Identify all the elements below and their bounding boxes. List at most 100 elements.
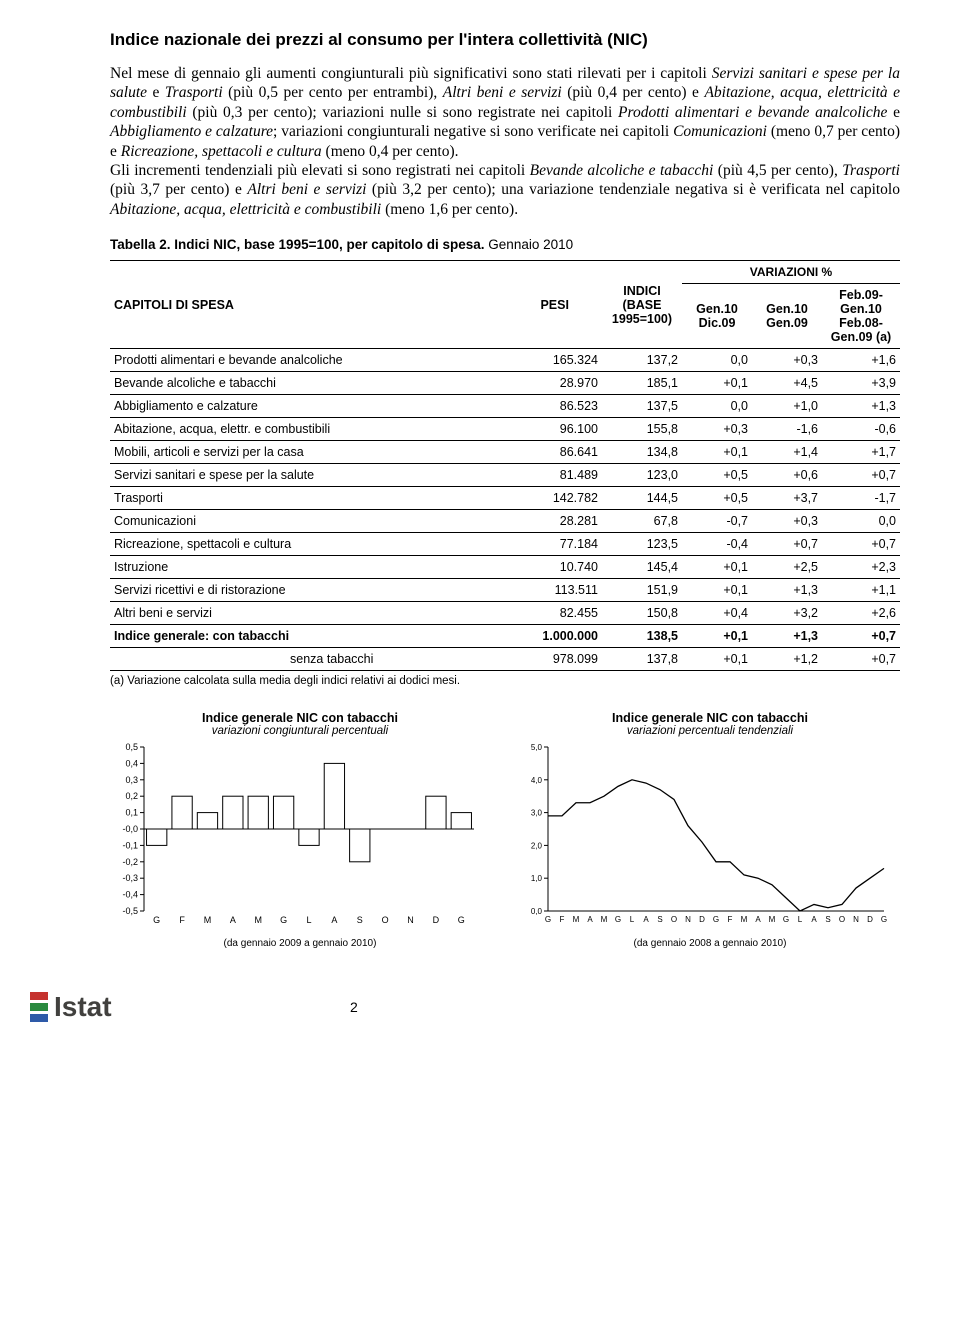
table-row-ind: 123,5 xyxy=(602,533,682,556)
svg-text:-0,5: -0,5 xyxy=(122,906,138,916)
table-row-v2: +1,3 xyxy=(752,579,822,602)
table-row-label: Trasporti xyxy=(110,487,507,510)
table-row-v3: +2,3 xyxy=(822,556,900,579)
table-row-v1: -0,7 xyxy=(682,510,752,533)
logo-bar-green xyxy=(30,1003,48,1011)
table-row-ind: 137,2 xyxy=(602,349,682,372)
table-row-pesi: 1.000.000 xyxy=(507,625,602,648)
table-row-v3: +1,7 xyxy=(822,441,900,464)
table-row-label: Istruzione xyxy=(110,556,507,579)
table-row-pesi: 86.523 xyxy=(507,395,602,418)
svg-text:F: F xyxy=(728,915,733,924)
table-row-v3: -0,6 xyxy=(822,418,900,441)
table-row-pesi: 113.511 xyxy=(507,579,602,602)
table-row-ind: 137,5 xyxy=(602,395,682,418)
table-row-ind: 145,4 xyxy=(602,556,682,579)
table-row-pesi: 28.970 xyxy=(507,372,602,395)
table-row-v1: +0,1 xyxy=(682,648,752,671)
table-row-ind: 137,8 xyxy=(602,648,682,671)
svg-text:O: O xyxy=(382,915,389,925)
chart1-title: Indice generale NIC con tabacchi xyxy=(110,711,490,725)
svg-text:A: A xyxy=(230,915,236,925)
svg-text:0,1: 0,1 xyxy=(125,808,138,818)
svg-text:G: G xyxy=(545,915,551,924)
table-row-ind: 134,8 xyxy=(602,441,682,464)
svg-text:M: M xyxy=(741,915,748,924)
svg-text:D: D xyxy=(867,915,873,924)
table-row-v1: +0,5 xyxy=(682,487,752,510)
chart2-svg: 0,01,02,03,04,05,0GFMAMGLASONDGFMAMGLASO… xyxy=(520,741,890,931)
table-row-label: senza tabacchi xyxy=(110,648,507,671)
svg-text:0,2: 0,2 xyxy=(125,791,138,801)
table-row-label: Comunicazioni xyxy=(110,510,507,533)
data-table: CAPITOLI DI SPESA PESI INDICI (BASE 1995… xyxy=(110,260,900,671)
table-row-label: Altri beni e servizi xyxy=(110,602,507,625)
table-row-ind: 155,8 xyxy=(602,418,682,441)
table-row-pesi: 165.324 xyxy=(507,349,602,372)
svg-text:A: A xyxy=(755,915,761,924)
table-row-pesi: 82.455 xyxy=(507,602,602,625)
table-row-v3: +0,7 xyxy=(822,648,900,671)
table-row-v2: +3,2 xyxy=(752,602,822,625)
table-row-pesi: 10.740 xyxy=(507,556,602,579)
table-row-ind: 144,5 xyxy=(602,487,682,510)
svg-text:0,3: 0,3 xyxy=(125,775,138,785)
table-row-v2: +4,5 xyxy=(752,372,822,395)
table-row-v2: +0,7 xyxy=(752,533,822,556)
table-row-pesi: 77.184 xyxy=(507,533,602,556)
body-paragraph: Nel mese di gennaio gli aumenti congiunt… xyxy=(110,64,900,219)
table-caption-bold: Tabella 2. Indici NIC, base 1995=100, pe… xyxy=(110,237,485,252)
svg-text:M: M xyxy=(254,915,262,925)
svg-text:A: A xyxy=(643,915,649,924)
table-row-ind: 138,5 xyxy=(602,625,682,648)
table-row-v1: 0,0 xyxy=(682,395,752,418)
svg-text:M: M xyxy=(573,915,580,924)
table-row-v3: +3,9 xyxy=(822,372,900,395)
svg-text:G: G xyxy=(783,915,789,924)
svg-text:D: D xyxy=(699,915,705,924)
table-row-v2: -1,6 xyxy=(752,418,822,441)
table-row-label: Bevande alcoliche e tabacchi xyxy=(110,372,507,395)
table-row-label: Indice generale: con tabacchi xyxy=(110,625,507,648)
table-row-pesi: 142.782 xyxy=(507,487,602,510)
charts-row: Indice generale NIC con tabacchi variazi… xyxy=(110,711,900,949)
chart1-subtitle: variazioni congiunturali percentuali xyxy=(110,725,490,737)
table-row-v3: +0,7 xyxy=(822,533,900,556)
svg-text:N: N xyxy=(853,915,859,924)
svg-text:S: S xyxy=(657,915,662,924)
table-row-label: Prodotti alimentari e bevande analcolich… xyxy=(110,349,507,372)
table-row-v2: +1,4 xyxy=(752,441,822,464)
svg-text:L: L xyxy=(630,915,635,924)
svg-text:L: L xyxy=(798,915,803,924)
svg-text:O: O xyxy=(839,915,845,924)
table-row-v1: +0,4 xyxy=(682,602,752,625)
svg-text:F: F xyxy=(179,915,185,925)
svg-text:G: G xyxy=(153,915,160,925)
table-row-ind: 67,8 xyxy=(602,510,682,533)
svg-text:F: F xyxy=(560,915,565,924)
header-pesi: PESI xyxy=(507,261,602,349)
page-number: 2 xyxy=(350,999,358,1015)
svg-text:M: M xyxy=(204,915,212,925)
chart2-caption: (da gennaio 2008 a gennaio 2010) xyxy=(520,938,900,949)
table-row-v2: +2,5 xyxy=(752,556,822,579)
svg-text:A: A xyxy=(587,915,593,924)
table-row-v2: +1,0 xyxy=(752,395,822,418)
table-row-v3: 0,0 xyxy=(822,510,900,533)
table-row-v2: +1,2 xyxy=(752,648,822,671)
logo-text: Istat xyxy=(54,991,112,1023)
table-row-pesi: 978.099 xyxy=(507,648,602,671)
header-capitoli: CAPITOLI DI SPESA xyxy=(110,261,507,349)
svg-text:S: S xyxy=(825,915,830,924)
svg-text:N: N xyxy=(685,915,691,924)
svg-text:0,4: 0,4 xyxy=(125,758,138,768)
table-row-v3: +1,6 xyxy=(822,349,900,372)
table-row-v1: -0,4 xyxy=(682,533,752,556)
svg-text:O: O xyxy=(671,915,677,924)
table-row-label: Servizi sanitari e spese per la salute xyxy=(110,464,507,487)
table-footnote: (a) Variazione calcolata sulla media deg… xyxy=(110,675,900,687)
page-title: Indice nazionale dei prezzi al consumo p… xyxy=(110,30,900,50)
table-row-ind: 123,0 xyxy=(602,464,682,487)
istat-logo: Istat xyxy=(30,991,112,1023)
svg-text:0,0: 0,0 xyxy=(531,907,543,916)
